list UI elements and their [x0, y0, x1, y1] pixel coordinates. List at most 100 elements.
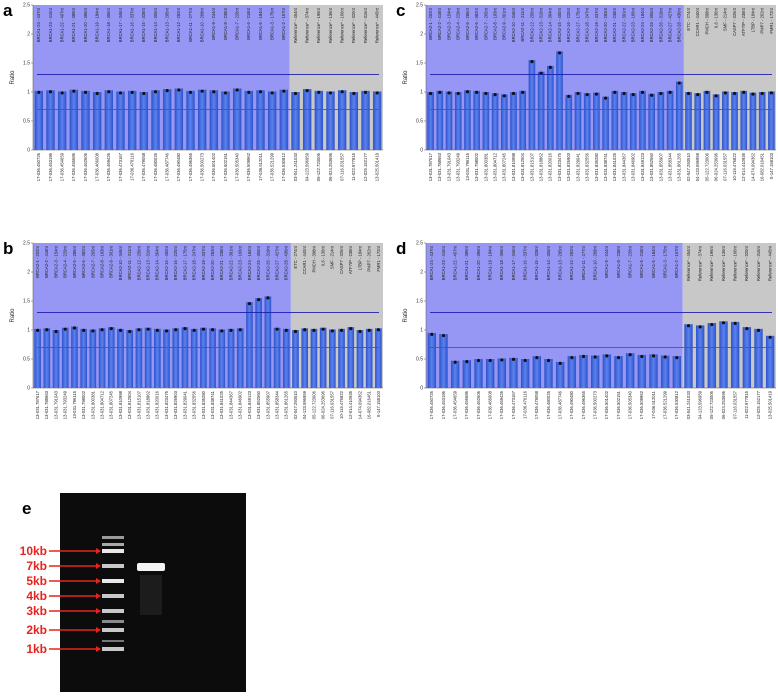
bar-dot [511, 91, 516, 96]
bar-dot [317, 90, 321, 94]
bar [427, 92, 434, 150]
probe-label: Reference* - 445nt [375, 7, 380, 43]
x-tick-label: 17-036.501402 [604, 390, 609, 419]
bar-dot [223, 91, 228, 95]
x-tick-label: 12-025.152177 [756, 390, 761, 419]
x-tick-label: 13-031.810998 [118, 390, 123, 419]
bar-dot [698, 325, 702, 329]
bar [174, 88, 184, 150]
x-tick-label: 05-122.723006 [704, 152, 709, 181]
bar [186, 90, 195, 150]
bar-dot [54, 329, 58, 334]
bar [144, 327, 152, 388]
x-tick-label: 05-122.723006 [311, 390, 316, 419]
x-tick-label: 13-031.832556 [192, 390, 197, 419]
x-tick-label: X-147.158103 [769, 152, 774, 179]
probe-label: CCAR1 - 440nt [302, 245, 307, 274]
probe-label: BRCA1-6 - 218nt [246, 7, 251, 40]
bar-dot [340, 90, 344, 94]
x-tick-label: 13-031.793249 [63, 390, 68, 419]
bar-dot [164, 329, 169, 333]
bar-dot [328, 91, 333, 95]
probe-label: BRCA1-7 - 226nt [628, 245, 633, 278]
bar-dot [212, 90, 216, 94]
x-tick-label: 13-031.861265 [284, 390, 289, 419]
bar [567, 356, 577, 388]
bar [602, 354, 612, 388]
x-tick-label: 12-025.152177 [363, 152, 368, 181]
x-tick-label: 17-036.487746 [165, 152, 170, 181]
ladder-arrowhead [96, 578, 101, 584]
bar [282, 328, 290, 388]
x-tick-label: 17-036.454659 [60, 152, 65, 181]
bar-dot [441, 333, 446, 338]
bar-dot [430, 332, 434, 336]
bar-dot [456, 91, 460, 96]
probe-label: Reference* - 166nt [340, 7, 345, 43]
probe-label: BRCA1-23 - 415nt [441, 245, 446, 280]
probe-label: BRCA2-17 - 175nt [575, 7, 580, 42]
probe-label: BRCA1-21 - 389nt [464, 245, 469, 280]
y-axis-label: Ratio [10, 70, 16, 85]
panel-letter: b [3, 239, 13, 258]
x-tick-label: 04-123.596959 [695, 152, 700, 181]
bar-dot [82, 328, 86, 332]
bar [445, 91, 453, 150]
y-tick-label: 2.5 [416, 241, 423, 247]
bar [684, 324, 693, 388]
bar-dot [83, 90, 88, 94]
bar-dot [593, 355, 597, 359]
bar-dot [745, 327, 749, 331]
x-tick-label: 17-036.480025 [546, 390, 551, 419]
y-axis-label: Ratio [10, 308, 16, 323]
bar [602, 96, 609, 150]
x-tick-label: 13-031.800381 [483, 152, 488, 181]
probe-label: BRCA2-8 - 193nt [492, 7, 497, 40]
bar [365, 328, 373, 388]
x-tick-label: 13-031.841025 [219, 390, 224, 419]
bar [46, 90, 55, 150]
bar-dot [476, 358, 481, 363]
x-tick-label: 13-031.846902 [238, 390, 243, 419]
probe-label: BRCA2-19 - 337nt [594, 7, 599, 42]
x-tick-label: 13-031.812504 [127, 390, 132, 419]
ladder-arrowhead [96, 563, 101, 569]
probe-label: Reference* - 445nt [768, 245, 773, 281]
probe-label: IL6 - 136nt [321, 245, 326, 266]
bar [532, 356, 542, 388]
bar [126, 330, 134, 388]
probe-label: CASP7 - 326nt [732, 7, 737, 36]
panel-letter: d [396, 239, 406, 258]
chart-panel: b Ratio 0 0.5 1 1.5 2 2.5 BRCA2-1 - 202nt 13-031.… [3, 239, 383, 419]
bar [649, 354, 658, 388]
probe-label: BRCA1-6 - 218nt [639, 245, 644, 278]
x-tick-label: 13-031.855907 [658, 152, 663, 181]
bar-dot [640, 90, 645, 94]
x-tick-label: 17-036.530812 [281, 152, 286, 181]
bar [556, 51, 563, 150]
probe-label: BRCA2-25 - 355nt [256, 245, 261, 280]
x-tick-label: 17-036.490480 [176, 152, 181, 181]
bar [244, 90, 254, 150]
probe-label: BRCA1-14 - 305nt [153, 7, 158, 42]
probe-label: BRCA2-12 - 256nt [136, 245, 141, 280]
x-tick-label: 07-116.031557 [733, 390, 738, 419]
bar [614, 356, 623, 388]
probe-label: BRCA2-22 - 391nt [228, 245, 233, 280]
bar-dot [640, 354, 644, 359]
bar-dot [488, 358, 492, 363]
bar-dot [155, 328, 159, 332]
bar [34, 90, 44, 150]
x-tick-label: 17-036.509962 [246, 152, 251, 181]
ladder-label: 3kb [26, 604, 47, 618]
bar [473, 90, 480, 150]
x-tick-label: 17-036.530812 [674, 390, 679, 419]
bar-dot [142, 91, 146, 96]
bar-dot [650, 93, 654, 97]
bar [427, 332, 437, 388]
probe-label: Reference* - 316nt [363, 7, 368, 43]
probe-label: BRCA2-1 - 202nt [428, 7, 433, 40]
bar [719, 321, 728, 388]
probe-label: BRCA1-24 - 437nt [36, 7, 41, 42]
